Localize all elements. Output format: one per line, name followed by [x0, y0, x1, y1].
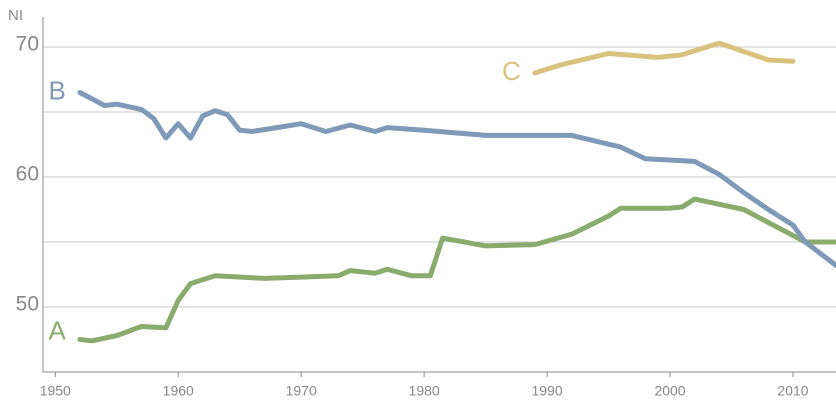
y-tick-label: 50: [16, 293, 39, 316]
x-tick-label: 1960: [163, 383, 194, 399]
series-label: C: [502, 56, 521, 86]
x-tick-label: 1950: [40, 383, 71, 399]
y-tick-label: 70: [16, 33, 39, 56]
y-axis-label: NI: [8, 7, 23, 24]
x-tick-label: 1980: [409, 383, 440, 399]
y-tick-label: 60: [16, 163, 39, 186]
series-label: A: [49, 315, 67, 345]
x-tick-label: 2000: [654, 383, 685, 399]
series-line: [532, 40, 796, 76]
series-line: [77, 196, 836, 344]
x-tick-label: 1990: [531, 383, 562, 399]
x-tick-label: 2010: [777, 383, 808, 399]
series-label: B: [49, 75, 66, 105]
series-line: [77, 90, 836, 268]
x-tick-label: 1970: [286, 383, 317, 399]
